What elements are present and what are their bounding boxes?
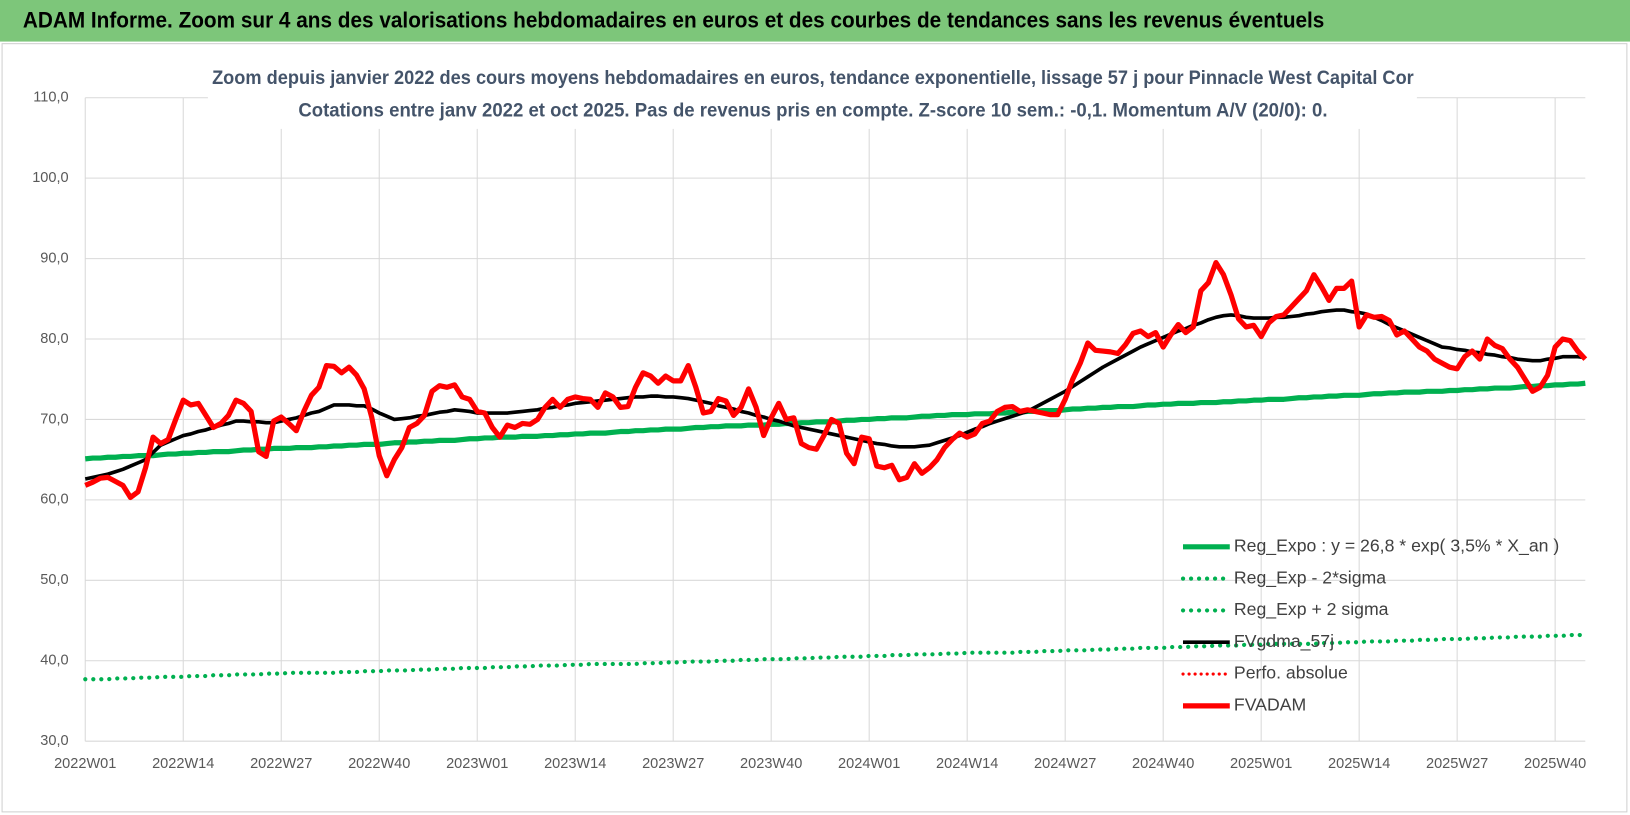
x-tick-label: 2023W40 <box>740 756 802 772</box>
x-tick-label: 2024W14 <box>936 756 998 772</box>
x-tick-label: 2024W40 <box>1132 756 1194 772</box>
x-tick-label: 2023W01 <box>446 756 508 772</box>
legend-label: Reg_Expo : y = 26,8 * exp( 3,5% * X_an ) <box>1234 535 1559 556</box>
series-line <box>83 632 1588 682</box>
y-tick-label: 50,0 <box>40 572 68 588</box>
header-title: ADAM Informe. Zoom sur 4 ans des valoris… <box>23 8 1325 33</box>
chart-title: Zoom depuis janvier 2022 des cours moyen… <box>212 67 1414 89</box>
x-tick-label: 2024W27 <box>1034 756 1096 772</box>
title-box <box>207 60 1417 129</box>
legend-label: FVADAM <box>1234 695 1306 715</box>
y-tick-label: 40,0 <box>40 653 68 669</box>
x-tick-label: 2025W27 <box>1426 756 1488 772</box>
x-tick-label: 2023W14 <box>544 756 606 772</box>
chart-subtitle: Cotations entre janv 2022 et oct 2025. P… <box>298 99 1327 121</box>
legend-label: Reg_Exp + 2 sigma <box>1234 599 1389 620</box>
chart-area <box>1 43 1628 813</box>
x-tick-label: 2022W40 <box>348 756 410 772</box>
y-tick-label: 80,0 <box>40 331 68 347</box>
series-line <box>84 308 1586 481</box>
y-tick-label: 30,0 <box>40 733 68 749</box>
series-line <box>84 260 1588 501</box>
legend-label: FVgdma_57j <box>1234 631 1334 652</box>
x-tick-label: 2024W01 <box>838 756 900 772</box>
y-tick-label: 90,0 <box>40 250 68 266</box>
x-tick-label: 2025W14 <box>1328 756 1390 772</box>
x-tick-label: 2022W27 <box>250 756 312 772</box>
x-tick-label: 2022W14 <box>152 756 214 772</box>
x-tick-label: 2025W40 <box>1524 756 1586 772</box>
y-tick-label: 70,0 <box>40 411 68 427</box>
x-tick-label: 2023W27 <box>642 756 704 772</box>
x-tick-label: 2025W01 <box>1230 756 1292 772</box>
legend-label: Reg_Exp - 2*sigma <box>1234 567 1386 588</box>
y-tick-label: 60,0 <box>40 492 68 508</box>
y-tick-label: 100,0 <box>32 170 68 186</box>
legend-label: Perfo. absolue <box>1234 663 1348 683</box>
y-tick-label: 110,0 <box>33 90 68 106</box>
x-tick-label: 2022W01 <box>54 756 116 772</box>
header-bar <box>0 0 1630 42</box>
